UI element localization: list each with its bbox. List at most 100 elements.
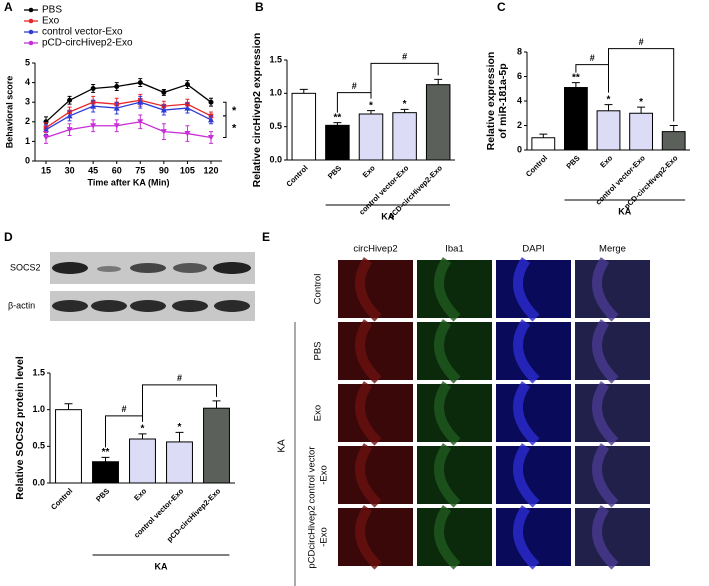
marker bbox=[208, 99, 214, 105]
marker bbox=[90, 85, 96, 91]
bar bbox=[596, 110, 621, 151]
micrograph-structure bbox=[513, 319, 540, 384]
micrograph-structure bbox=[513, 257, 540, 322]
marker bbox=[67, 97, 73, 103]
bracket bbox=[223, 101, 227, 117]
y-axis-label: Relative expression bbox=[485, 52, 497, 151]
series-line bbox=[45, 121, 212, 139]
y-tick-label: 1 bbox=[25, 136, 30, 146]
panel-label: D bbox=[4, 230, 13, 244]
micrograph-structure bbox=[592, 319, 619, 384]
significance: * bbox=[178, 422, 182, 433]
y-tick-label: 1.0 bbox=[32, 404, 45, 414]
y-tick-label: 4 bbox=[25, 77, 30, 87]
bar bbox=[425, 84, 451, 161]
significance: * bbox=[403, 99, 407, 110]
bar bbox=[629, 112, 654, 151]
blot-label: β-actin bbox=[8, 300, 35, 310]
row-label: Exo bbox=[313, 405, 324, 421]
marker bbox=[66, 127, 73, 133]
micrograph-structure bbox=[355, 505, 382, 570]
panel-label: C bbox=[497, 0, 506, 14]
western-blot bbox=[50, 252, 255, 321]
marker bbox=[160, 107, 167, 113]
panel-label: B bbox=[255, 0, 264, 14]
marker bbox=[66, 112, 73, 119]
marker bbox=[208, 116, 214, 123]
y-axis-label: Relative circHivep2 expression bbox=[251, 33, 263, 188]
series-line bbox=[45, 101, 212, 131]
y-tick-label: 2 bbox=[25, 116, 30, 126]
annotation: * bbox=[232, 123, 237, 135]
y-tick-label: 0.0 bbox=[32, 477, 45, 487]
x-tick-label: PBS bbox=[326, 163, 343, 180]
group-label: KA bbox=[381, 211, 394, 221]
annotation: # bbox=[177, 373, 182, 383]
significance: * bbox=[141, 424, 145, 435]
x-tick-label: Exo bbox=[361, 163, 377, 179]
y-tick-label: 5 bbox=[25, 57, 30, 67]
x-tick-label: Control bbox=[284, 163, 309, 188]
significance: * bbox=[607, 94, 611, 105]
x-tick-label: PBS bbox=[94, 486, 111, 503]
x-tick-label: PBS bbox=[564, 153, 581, 170]
micrograph-structure bbox=[592, 443, 619, 508]
legend-label: Exo bbox=[42, 16, 60, 27]
series-line bbox=[45, 81, 212, 123]
x-tick-label: 15 bbox=[41, 165, 51, 175]
error-bar bbox=[299, 88, 308, 94]
y-tick-label: 0.5 bbox=[32, 441, 45, 451]
legend-marker bbox=[28, 40, 34, 46]
x-tick-label: 30 bbox=[65, 165, 75, 175]
micrograph-structure bbox=[513, 505, 540, 570]
panel-label: A bbox=[4, 0, 13, 14]
column-label: Iba1 bbox=[445, 244, 464, 255]
error-bar bbox=[333, 122, 342, 126]
error-bar bbox=[367, 110, 375, 114]
y-tick-label: 6 bbox=[517, 71, 522, 81]
error-bar bbox=[539, 133, 548, 138]
x-tick-label: 60 bbox=[112, 165, 122, 175]
bracket bbox=[336, 92, 372, 113]
x-tick-label: Exo bbox=[598, 153, 614, 169]
micrograph-structure bbox=[355, 443, 382, 508]
annotation: # bbox=[590, 53, 595, 63]
micrograph-structure bbox=[513, 381, 540, 446]
error-bar bbox=[604, 104, 613, 111]
y-tick-label: 8 bbox=[517, 46, 522, 56]
y-tick-label: 3 bbox=[25, 97, 30, 107]
micrograph-structure bbox=[434, 381, 461, 446]
bar bbox=[358, 113, 384, 161]
error-bar bbox=[669, 125, 678, 132]
y-tick-label: 0.5 bbox=[269, 121, 282, 131]
error-bar bbox=[101, 456, 110, 462]
significance: ** bbox=[334, 112, 342, 123]
marker bbox=[160, 129, 167, 135]
error-bar bbox=[138, 433, 147, 439]
micrograph-structure bbox=[434, 443, 461, 508]
legend-marker bbox=[28, 7, 34, 13]
bar bbox=[203, 407, 230, 484]
legend-label: control vector-Exo bbox=[42, 27, 123, 38]
marker bbox=[184, 82, 190, 88]
error-bar bbox=[434, 78, 443, 85]
significance: ** bbox=[572, 72, 580, 83]
row-label: -Exo bbox=[319, 465, 330, 485]
marker bbox=[184, 105, 191, 111]
y-tick-label: 0.0 bbox=[269, 154, 282, 164]
group-label: KA bbox=[618, 206, 631, 216]
significance: * bbox=[369, 100, 373, 111]
group-label: KA bbox=[277, 439, 288, 453]
column-label: circHivep2 bbox=[353, 244, 397, 255]
bar bbox=[563, 87, 588, 151]
micrograph-structure bbox=[592, 505, 619, 570]
annotation: # bbox=[402, 52, 407, 62]
error-bar bbox=[212, 400, 221, 409]
legend-label: PBS bbox=[42, 5, 62, 16]
x-tick-label: 120 bbox=[203, 165, 218, 175]
x-axis-label: Time after KA (Min) bbox=[87, 177, 169, 187]
error-bar bbox=[64, 403, 73, 410]
blot-label: SOCS2 bbox=[10, 262, 41, 272]
bracket bbox=[142, 384, 217, 416]
